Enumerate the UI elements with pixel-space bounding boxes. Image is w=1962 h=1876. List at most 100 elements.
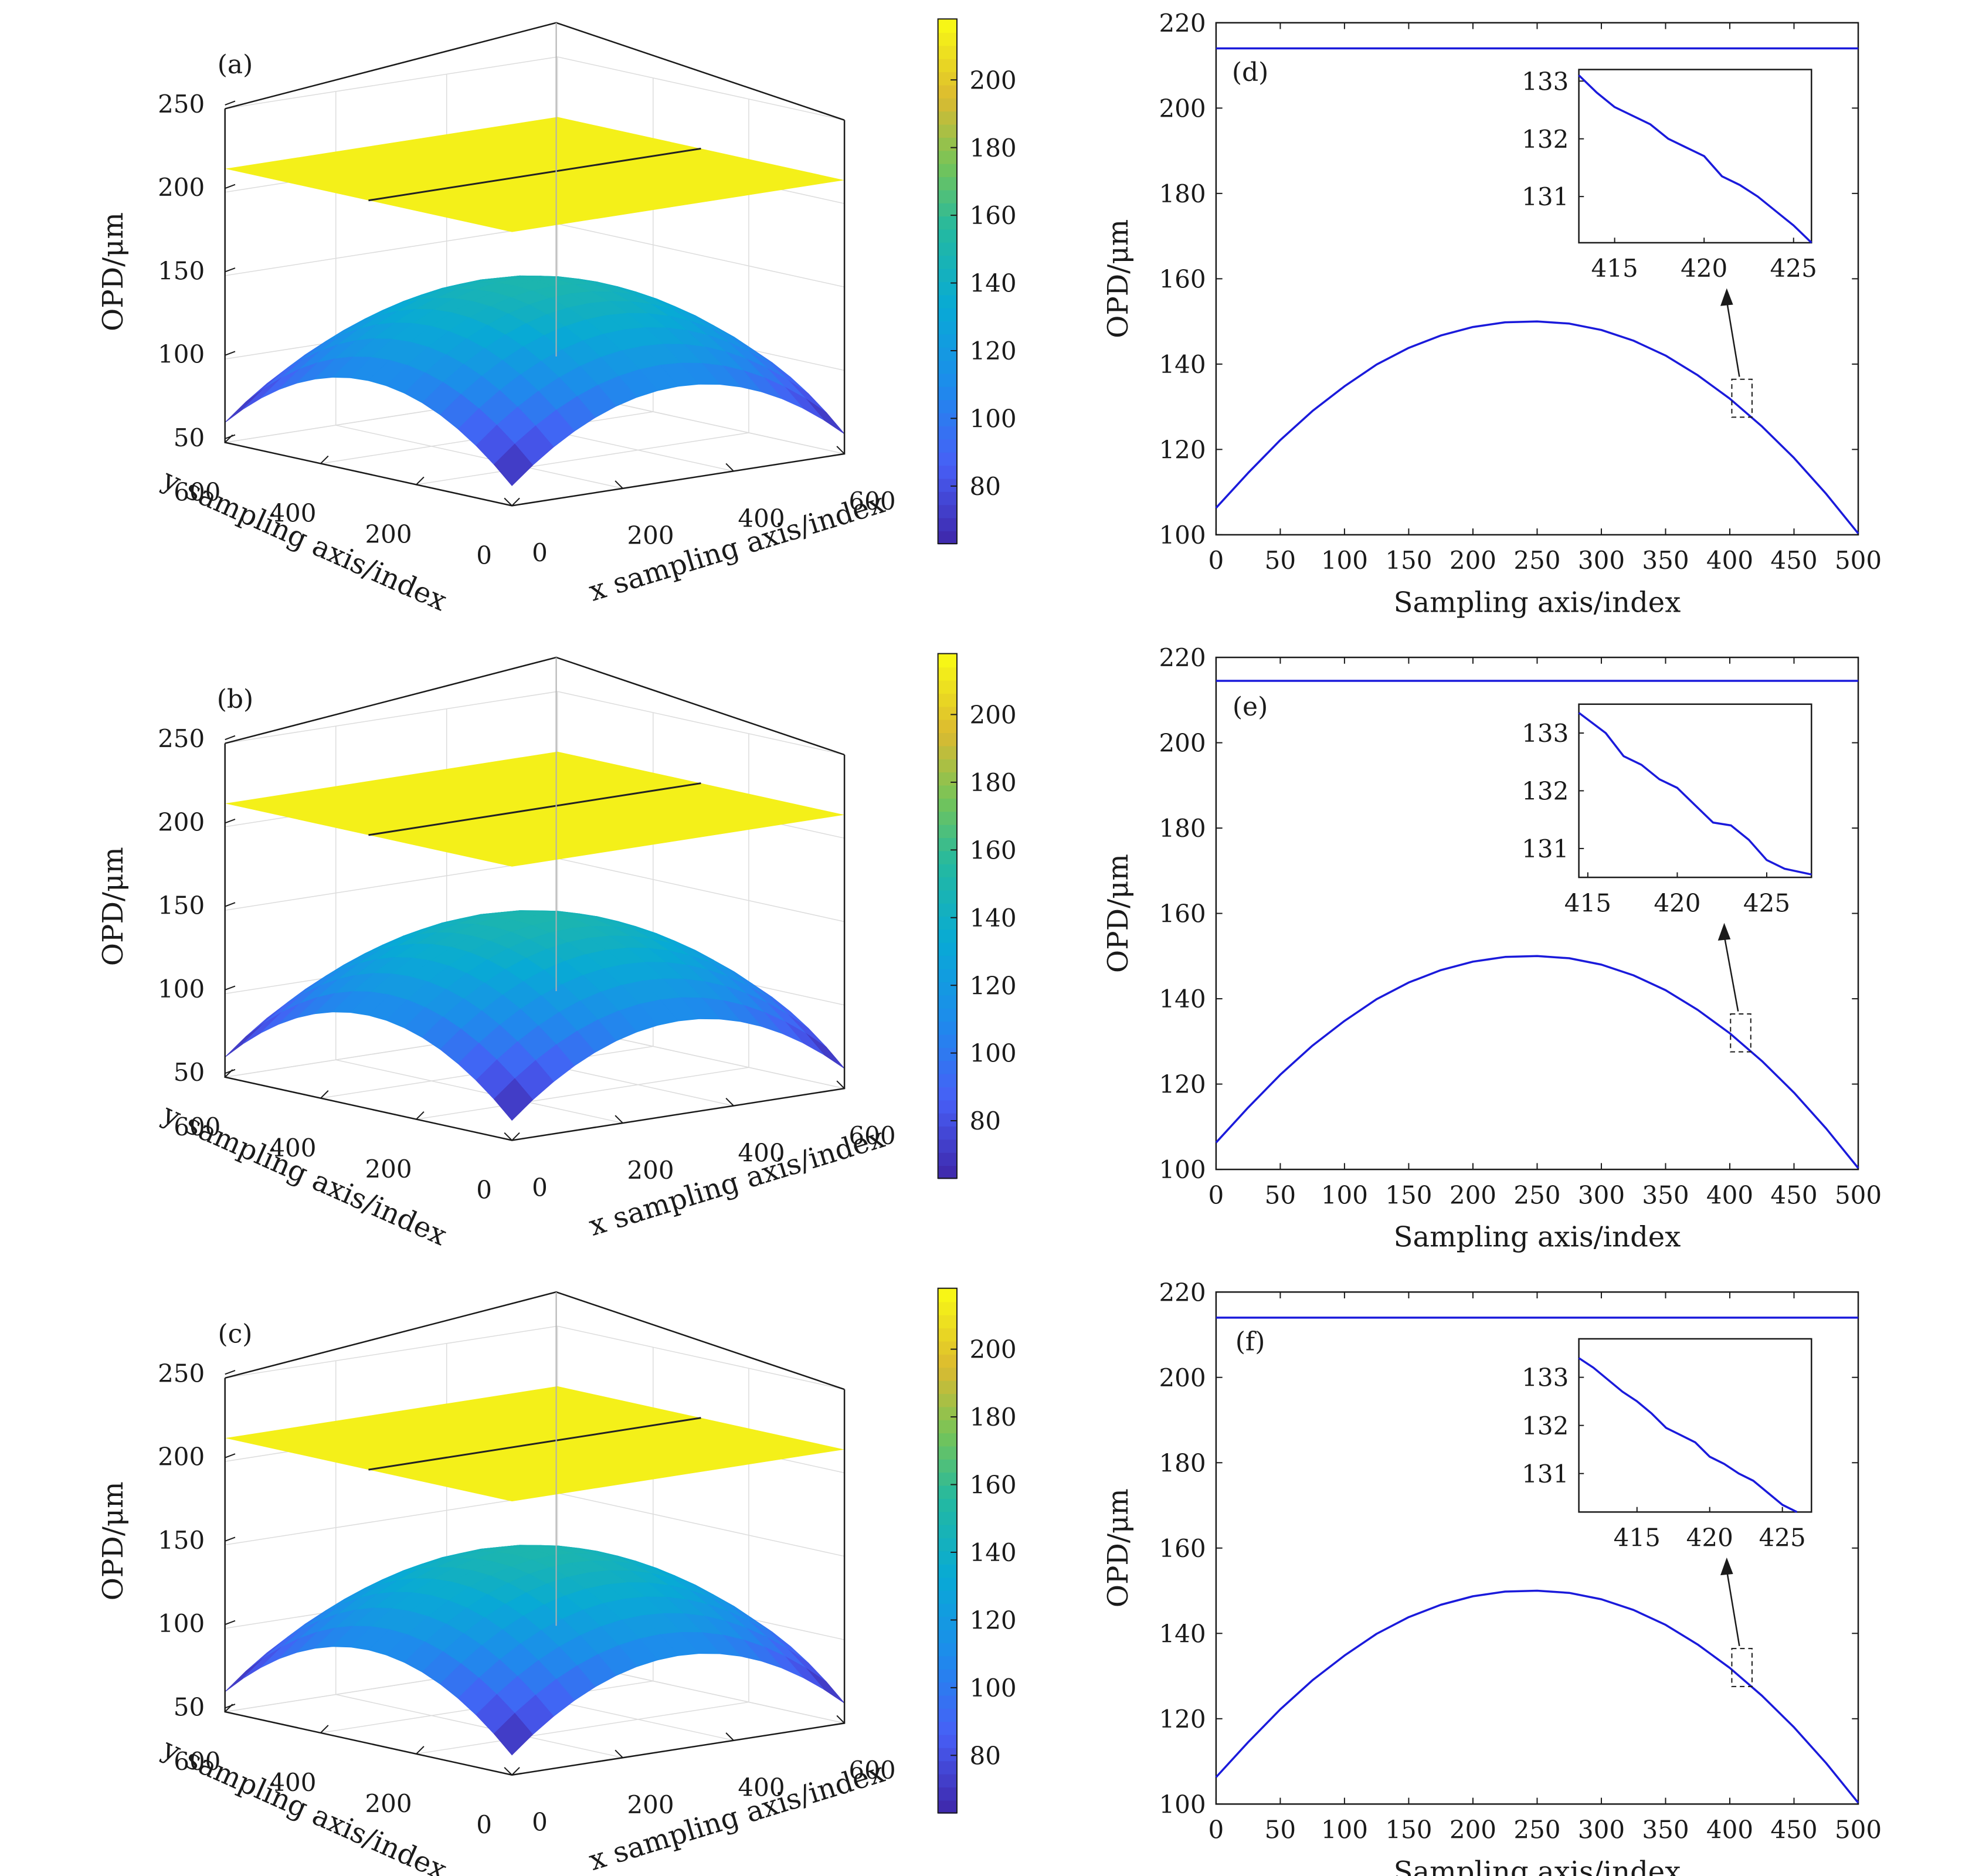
inset-y-tick-label: 133 [1522,1363,1569,1392]
colorbar-segment [938,1786,957,1801]
z-tick [225,735,236,741]
colorbar-segment [938,1511,957,1525]
colorbar-segment [938,202,957,217]
x-tick-label: 250 [1513,1816,1560,1844]
y-tick [225,434,233,443]
colorbar-segment [938,58,957,73]
y-tick-label: 180 [1159,814,1206,843]
x-tick-label: 450 [1770,546,1817,575]
inset-profile-line [1578,74,1812,244]
colorbar-segment [938,1458,957,1473]
colorbar-segment [938,1314,957,1329]
colorbar-segment [938,1139,957,1153]
colorbar-segment [938,1734,957,1748]
x-tick-label: 200 [1450,546,1496,575]
colorbar-tick-label: 200 [969,701,1016,730]
colorbar-segment [938,1034,957,1048]
panel-label: (d) [1232,57,1269,87]
colorbar-frame [937,1287,958,1814]
x-tick-label: 500 [1835,546,1882,575]
y-tick-label: 200 [365,1789,412,1818]
surface-patch [225,1023,264,1058]
z-tick-label: 250 [158,1359,205,1388]
colorbar-tick-label: 160 [969,201,1016,230]
surface-patch [225,1657,264,1692]
colorbar-frame [937,18,958,544]
x-tick-label: 150 [1385,1816,1432,1844]
y-tick-label: 400 [269,499,316,528]
colorbar-segment [938,189,957,203]
profile-line [368,1417,701,1471]
colorbar-tick-label: 100 [969,405,1016,433]
colorbar-segment [938,32,957,46]
y-tick [320,1725,329,1733]
x-tick-label: 500 [1835,1180,1882,1209]
x-tick-label: 350 [1642,1180,1689,1209]
surface-patch [493,1078,534,1121]
colorbar-segment [938,1498,957,1512]
colorbar-segment [938,863,957,878]
colorbar-segment [938,1800,957,1814]
x-tick-label: 400 [738,1138,785,1167]
inset-frame [1578,69,1812,244]
y-tick-label: 140 [1159,350,1206,379]
colorbar-segment [938,45,957,59]
x-tick-label: 600 [848,487,895,515]
grid-line-z [225,691,845,755]
inset-y-tick-label: 132 [1522,125,1569,154]
x-tick-label: 0 [1209,546,1224,575]
x-tick [504,1132,512,1141]
colorbar-tick-label: 100 [969,1039,1016,1068]
colorbar-segment [938,268,957,282]
colorbar-segment [938,1301,957,1315]
colorbar-segment [938,1060,957,1074]
y-tick-label: 160 [1159,900,1206,928]
z-tick-label: 50 [174,1058,205,1087]
colorbar-segment [938,412,957,426]
colorbar-segment [938,680,957,694]
colorbar-segment [938,1537,957,1552]
colorbar-segment [938,478,957,492]
colorbar-segment [938,307,957,322]
inset-x-tick-label: 415 [1591,254,1638,283]
colorbar-segment [938,452,957,466]
inset-y-tick-label: 132 [1522,1412,1569,1440]
z-tick-label: 200 [158,1443,205,1471]
x-tick-label: 150 [1385,546,1432,575]
z-tick [225,1369,236,1375]
z-tick-label: 150 [158,256,205,285]
x-axis-label: Sampling axis/index [1394,1221,1681,1254]
y-axis-label: OPD/μm [1102,1488,1135,1607]
colorbar-segment [938,1165,957,1179]
surface-patch [493,443,534,486]
colorbar-segment [938,810,957,825]
y-tick-label: 160 [1159,264,1206,293]
y-tick-label: 120 [1159,435,1206,464]
x-tick-label: 100 [1321,1816,1368,1844]
colorbar-segment [938,1485,957,1499]
x-tick [725,1097,734,1107]
colorbar-tick-label: 120 [969,1606,1016,1635]
zoom-arrow-head [1720,1557,1733,1576]
colorbar-segment [938,1681,957,1696]
zoom-arrow-head [1720,288,1733,306]
profile-line [368,782,701,836]
x-tick-label: 0 [532,1173,548,1202]
colorbar-segment [938,1629,957,1643]
y-axis-label: OPD/μm [1102,219,1135,338]
inset-y-tick-label: 131 [1522,1460,1569,1488]
grid-line-z [225,1325,845,1390]
colorbar-segment [938,1086,957,1101]
panel-label: (c) [218,1319,252,1349]
colorbar-segment [938,1471,957,1486]
colorbar-segment [938,1047,957,1061]
colorbar-segment [938,798,957,812]
x-axis-label: Sampling axis/index [1394,1855,1681,1876]
z-tick [225,351,236,356]
x-tick-label: 300 [1578,546,1625,575]
inset-x-tick-label: 415 [1564,888,1611,917]
z-tick-label: 150 [158,1526,205,1555]
colorbar-segment [938,84,957,99]
